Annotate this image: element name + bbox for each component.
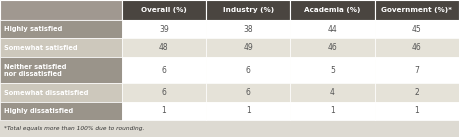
Text: 45: 45 [412, 25, 422, 34]
Bar [291, 83, 375, 102]
Text: 38: 38 [243, 25, 253, 34]
Text: 1: 1 [414, 106, 419, 115]
Bar [122, 0, 206, 20]
Bar [206, 0, 291, 20]
Bar [0, 20, 122, 38]
Bar [0, 38, 122, 57]
Text: Academia (%): Academia (%) [304, 7, 361, 13]
Bar [375, 57, 459, 83]
Text: *Total equals more than 100% due to rounding.: *Total equals more than 100% due to roun… [4, 126, 144, 131]
Text: 6: 6 [162, 66, 166, 75]
Bar [291, 38, 375, 57]
Text: 1: 1 [162, 106, 166, 115]
Bar [0, 83, 122, 102]
Bar [0, 57, 122, 83]
Text: Overall (%): Overall (%) [141, 7, 187, 13]
Text: 1: 1 [330, 106, 335, 115]
Bar [206, 83, 291, 102]
Text: 4: 4 [330, 88, 335, 97]
Text: Somewhat dissatisfied: Somewhat dissatisfied [4, 90, 88, 95]
Bar [122, 57, 206, 83]
Bar [291, 20, 375, 38]
Bar [122, 83, 206, 102]
Text: Highly satisfied: Highly satisfied [4, 26, 62, 32]
Bar [375, 0, 459, 20]
Bar [0, 102, 122, 120]
Bar [291, 102, 375, 120]
Bar [206, 20, 291, 38]
Bar [0, 0, 122, 20]
Text: 44: 44 [328, 25, 337, 34]
Text: Somewhat satisfied: Somewhat satisfied [4, 45, 77, 51]
Text: Highly dissatisfied: Highly dissatisfied [4, 108, 73, 114]
Bar [206, 57, 291, 83]
Text: 7: 7 [414, 66, 419, 75]
Bar [375, 38, 459, 57]
Bar [122, 20, 206, 38]
Bar [291, 57, 375, 83]
Bar [206, 38, 291, 57]
Text: Industry (%): Industry (%) [223, 7, 274, 13]
Text: Government (%)*: Government (%)* [381, 7, 452, 13]
Text: 6: 6 [246, 88, 251, 97]
Text: 39: 39 [159, 25, 168, 34]
Text: 6: 6 [246, 66, 251, 75]
Text: 46: 46 [328, 43, 337, 52]
Text: 6: 6 [162, 88, 166, 97]
Text: Neither satisfied
nor dissatisfied: Neither satisfied nor dissatisfied [4, 64, 66, 77]
Bar [122, 38, 206, 57]
Text: 46: 46 [412, 43, 422, 52]
Text: 1: 1 [246, 106, 251, 115]
Bar [0, 120, 459, 137]
Bar [291, 0, 375, 20]
Text: 2: 2 [414, 88, 419, 97]
Text: 49: 49 [243, 43, 253, 52]
Bar [375, 102, 459, 120]
Text: 48: 48 [159, 43, 168, 52]
Text: 5: 5 [330, 66, 335, 75]
Bar [122, 102, 206, 120]
Bar [375, 20, 459, 38]
Bar [206, 102, 291, 120]
Bar [375, 83, 459, 102]
